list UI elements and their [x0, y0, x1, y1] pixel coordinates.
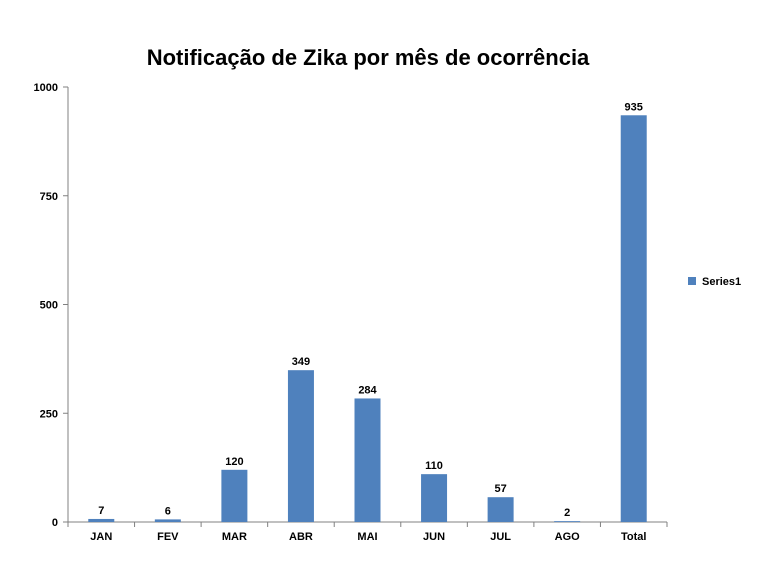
y-axis: 0 250 500 750 1000 — [34, 82, 69, 529]
data-label: 110 — [425, 460, 443, 472]
bar — [88, 518, 115, 522]
data-label: 6 — [165, 505, 171, 517]
data-label: 349 — [292, 356, 310, 368]
bar — [221, 469, 248, 522]
x-tick-label: MAI — [357, 531, 377, 543]
data-label: 2 — [564, 507, 570, 519]
legend-swatch — [688, 277, 696, 285]
y-tick-label: 750 — [40, 191, 58, 203]
x-tick-label: AGO — [555, 531, 581, 543]
x-tick-label: FEV — [157, 531, 179, 543]
data-label: 7 — [98, 505, 104, 517]
bar — [154, 519, 181, 522]
x-axis: JAN FEV MAR ABR MAI JUN JUL AGO Total — [67, 521, 668, 543]
y-tick-label: 500 — [40, 300, 58, 312]
bar — [287, 370, 314, 522]
bar — [620, 115, 647, 523]
data-label: 284 — [358, 384, 377, 396]
data-label: 57 — [494, 483, 506, 495]
chart-title: Notificação de Zika por mês de ocorrênci… — [147, 45, 590, 70]
x-tick-label: ABR — [289, 531, 313, 543]
bar — [487, 497, 514, 522]
bar — [554, 521, 581, 522]
data-label: 120 — [225, 456, 243, 468]
x-tick-label: JUN — [423, 531, 445, 543]
legend: Series1 — [688, 276, 741, 288]
y-tick-label: 0 — [52, 517, 58, 529]
y-tick-label: 1000 — [34, 82, 58, 94]
bars: 7 6 120 349 284 110 57 2 935 — [88, 101, 647, 523]
y-tick-label: 250 — [40, 408, 58, 420]
x-tick-label: JUL — [490, 531, 511, 543]
data-label: 935 — [625, 101, 643, 113]
legend-label: Series1 — [702, 276, 741, 288]
x-tick-label: MAR — [222, 531, 247, 543]
x-tick-label: JAN — [90, 531, 112, 543]
x-tick-label: Total — [621, 531, 646, 543]
bar — [421, 474, 448, 522]
bar — [354, 398, 381, 522]
